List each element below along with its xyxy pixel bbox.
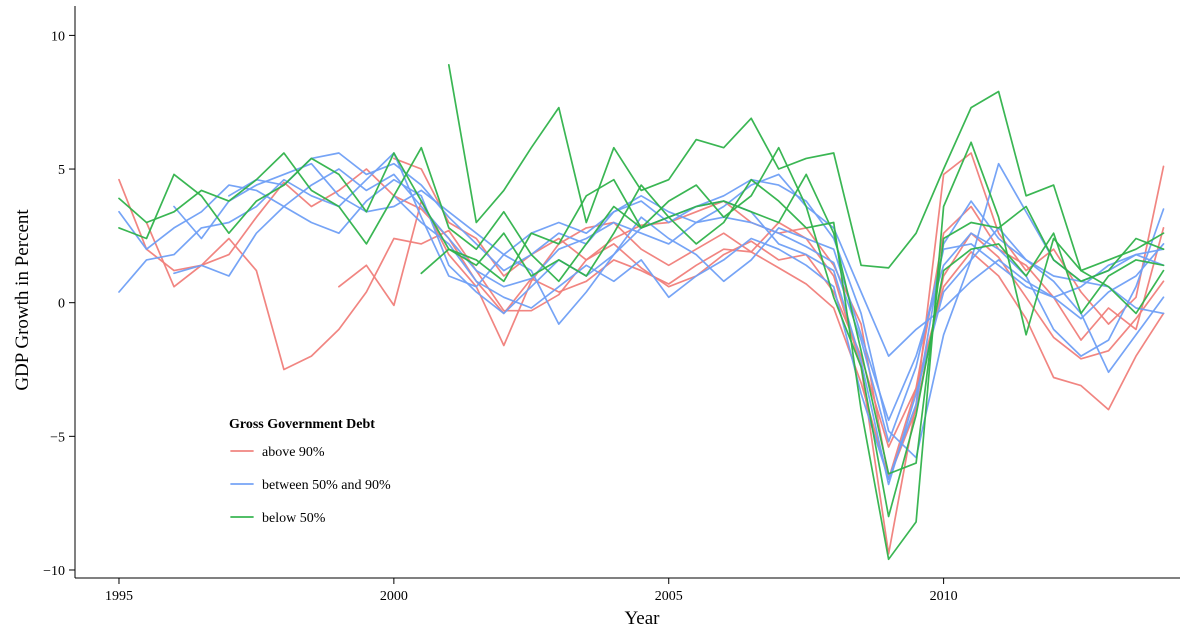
series-line-7 <box>173 178 1165 486</box>
series-line-6 <box>118 152 1165 422</box>
series-line-8 <box>173 162 1165 357</box>
x-tick-label: 2005 <box>655 589 683 604</box>
y-tick-label: 0 <box>58 297 65 312</box>
y-tick-label: 5 <box>58 163 65 178</box>
series-line-12 <box>118 141 1165 561</box>
x-axis-ticks: 1995 2000 2005 2010 <box>105 578 958 604</box>
y-tick-label: −10 <box>43 564 65 579</box>
legend-label-above-90: above 90% <box>262 445 325 460</box>
series-line-1 <box>118 168 1165 480</box>
y-axis-ticks: −10 −5 0 5 10 <box>43 29 75 579</box>
y-axis-label: GDP Growth in Percent <box>12 209 33 391</box>
y-tick-label: 10 <box>51 29 65 44</box>
x-tick-label: 2000 <box>380 589 408 604</box>
series-line-13 <box>447 63 1165 272</box>
series-line-5 <box>118 168 1165 443</box>
x-tick-label: 1995 <box>105 589 133 604</box>
series-layer <box>118 63 1165 561</box>
legend-label-between-50-90: between 50% and 90% <box>262 478 391 493</box>
series-line-14 <box>420 146 1165 518</box>
series-line-10 <box>393 194 1165 480</box>
x-tick-label: 2010 <box>930 589 958 604</box>
legend-label-below-50: below 50% <box>262 511 326 526</box>
x-axis-label: Year <box>624 608 660 627</box>
y-tick-label: −5 <box>50 430 65 445</box>
series-line-3 <box>338 152 1165 555</box>
legend-title: Gross Government Debt <box>229 417 375 432</box>
legend: Gross Government Debt above 90% between … <box>229 417 391 526</box>
